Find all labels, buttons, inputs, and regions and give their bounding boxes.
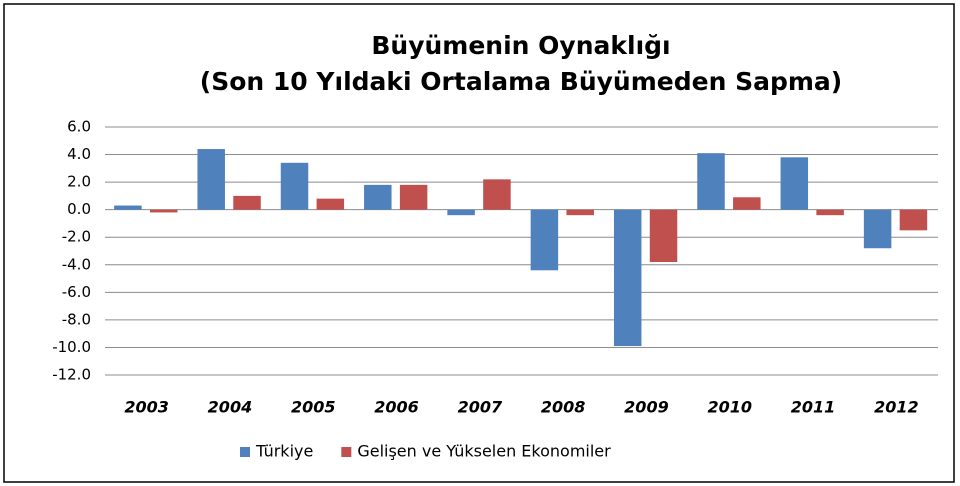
bar (649, 209, 678, 263)
y-tick-label: -12.0 (52, 366, 91, 384)
bar (364, 184, 392, 210)
x-tick-label: 2006 (374, 398, 419, 417)
x-tick-label: 2004 (208, 398, 253, 417)
x-tick-label: 2010 (707, 398, 752, 417)
bar (447, 209, 475, 216)
x-tick-label: 2009 (624, 398, 669, 417)
x-tick-label: 2011 (791, 398, 836, 417)
bar (863, 209, 892, 249)
y-tick-label: 0.0 (67, 200, 91, 218)
bar (233, 195, 261, 210)
bar (149, 209, 178, 213)
chart-frame (3, 3, 955, 483)
bar (697, 153, 725, 210)
bar (899, 209, 928, 231)
y-tick-label: -8.0 (62, 310, 91, 328)
legend-swatch (240, 447, 250, 457)
bar (197, 149, 225, 210)
bar (816, 209, 844, 216)
y-tick-label: 4.0 (67, 145, 91, 163)
y-tick-label: -4.0 (62, 255, 91, 273)
bar (613, 209, 642, 347)
bar (114, 205, 142, 210)
y-tick-label: 2.0 (67, 173, 91, 191)
bar (483, 179, 511, 210)
x-tick-label: 2012 (874, 398, 919, 417)
x-tick-label: 2003 (124, 398, 169, 417)
bar (530, 209, 559, 271)
chart-title: Büyümenin Oynaklığı (371, 31, 670, 60)
x-tick-label: 2007 (458, 398, 503, 417)
y-tick-label: -2.0 (62, 228, 91, 246)
x-tick-label: 2005 (291, 398, 336, 417)
bar (280, 162, 309, 210)
bar (316, 198, 345, 210)
legend-swatch (341, 447, 352, 457)
bar (566, 209, 594, 216)
bar (780, 157, 809, 210)
legend-label: Türkiye (255, 442, 313, 461)
bar (399, 184, 428, 210)
chart-subtitle: (Son 10 Yıldaki Ortalama Büyümeden Sapma… (200, 67, 842, 96)
legend-label: Gelişen ve Yükselen Ekonomiler (357, 442, 611, 461)
bar (733, 197, 761, 210)
y-tick-label: -10.0 (52, 338, 91, 356)
y-tick-label: 6.0 (67, 118, 91, 136)
y-tick-label: -6.0 (62, 283, 91, 301)
x-tick-label: 2008 (541, 398, 586, 417)
